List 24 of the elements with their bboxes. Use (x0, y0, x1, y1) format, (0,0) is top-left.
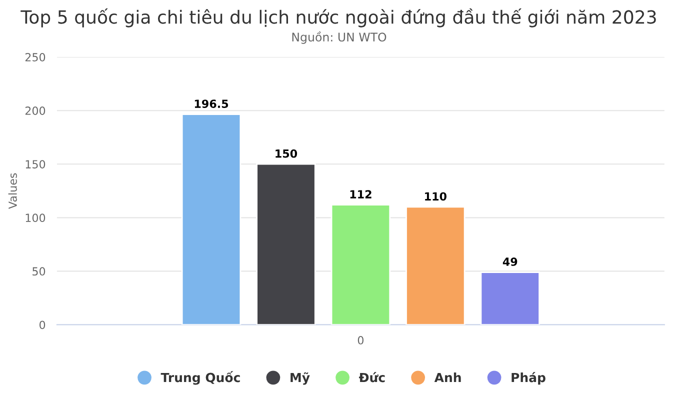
bar (256, 163, 316, 325)
y-tick-label: 50 (32, 267, 46, 276)
bar (330, 204, 391, 325)
y-tick-label: 200 (25, 106, 46, 115)
legend-label: Mỹ (290, 372, 310, 385)
chart-title: Top 5 quốc gia chi tiêu du lịch nước ngoài đứng đầu thế giới năm 2023 (20, 8, 656, 28)
y-tick-label: 0 (40, 320, 46, 330)
data-label: 49 (502, 258, 518, 266)
legend-label: Đức (358, 372, 385, 382)
bar (480, 272, 540, 325)
bar (181, 114, 242, 325)
data-label: 110 (425, 192, 446, 201)
y-axis-title: Values (8, 173, 17, 209)
chart-subtitle: Nguồn: UN WTO (292, 31, 386, 44)
y-tick-label: 100 (26, 214, 46, 222)
bar (406, 206, 466, 325)
legend-label: Anh (434, 372, 461, 382)
legend-label: Trung Quốc (160, 371, 240, 385)
y-tick-label: 250 (25, 53, 46, 62)
data-label: 112 (350, 190, 372, 198)
data-label: 196.5 (194, 100, 228, 108)
legend-label: Pháp (512, 372, 546, 385)
data-label: 150 (276, 149, 298, 158)
y-tick-label: 150 (26, 160, 46, 168)
